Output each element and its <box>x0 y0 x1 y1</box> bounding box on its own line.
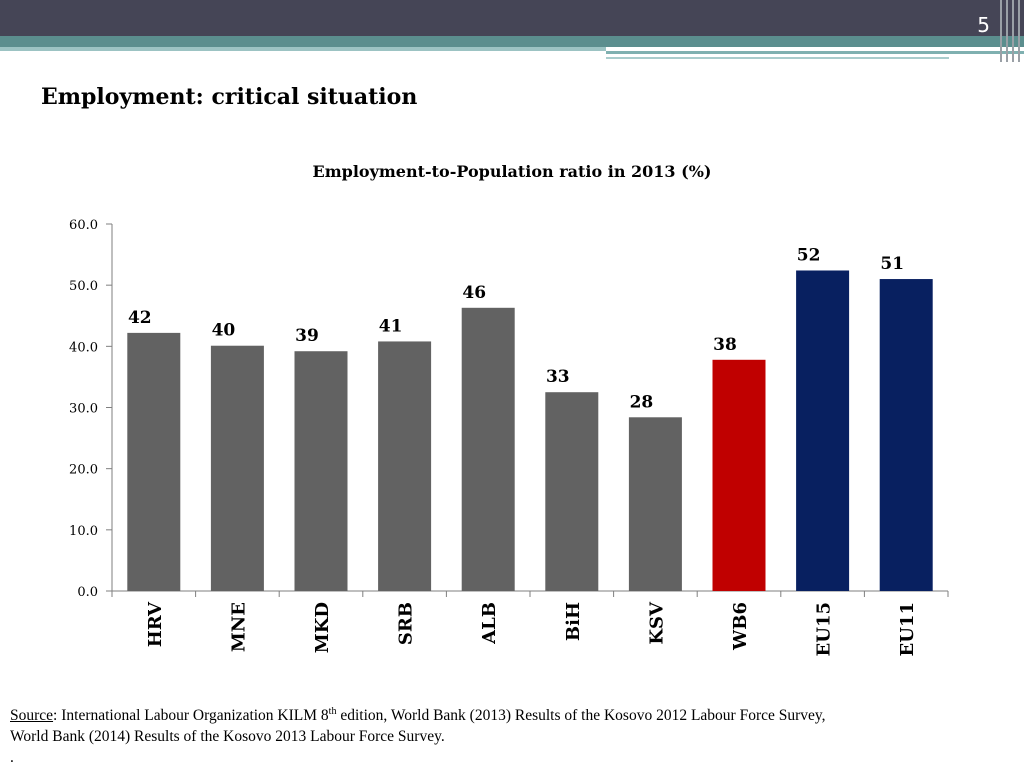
y-tick-label: 50.0 <box>69 279 98 294</box>
category-label-mne: MNE <box>228 602 249 652</box>
source-note: Source: International Labour Organizatio… <box>10 705 1010 768</box>
value-label-srb: 41 <box>379 316 403 336</box>
header-accent-band <box>0 36 1024 47</box>
bar-bih <box>545 392 599 591</box>
y-tick-label: 40.0 <box>69 340 98 355</box>
bar-eu11 <box>879 279 933 591</box>
bar-srb <box>378 341 432 591</box>
y-tick-label: 0.0 <box>77 585 98 600</box>
bar-eu15 <box>796 270 850 591</box>
y-tick-label: 10.0 <box>69 524 98 539</box>
header-bar <box>0 0 1024 36</box>
bar-chart: Employment-to-Population ratio in 2013 (… <box>69 162 949 656</box>
category-label-eu11: EU11 <box>897 602 918 656</box>
category-label-wb6: WB6 <box>730 602 751 651</box>
category-label-srb: SRB <box>396 602 417 645</box>
category-label-alb: ALB <box>479 602 500 645</box>
y-tick-label: 30.0 <box>69 402 98 417</box>
decorative-vertical-lines <box>994 0 1024 70</box>
bar-mne <box>210 345 264 591</box>
bar-alb <box>461 307 515 591</box>
category-label-hrv: HRV <box>145 601 166 647</box>
category-label-eu15: EU15 <box>814 602 835 656</box>
y-tick-label: 60.0 <box>69 218 98 233</box>
source-label: Source <box>10 707 54 724</box>
header-accent-line-thin <box>606 57 949 59</box>
header-accent-stripe <box>0 47 606 51</box>
category-label-bih: BiH <box>563 602 584 641</box>
bar-wb6 <box>712 359 766 591</box>
bar-ksv <box>628 417 682 591</box>
value-label-mkd: 39 <box>295 326 319 346</box>
chart-title: Employment-to-Population ratio in 2013 (… <box>313 162 712 181</box>
bar-hrv <box>127 332 181 591</box>
value-label-eu11: 51 <box>880 254 904 274</box>
chart-bars: 42 HRV 40 MNE 39 MKD 41 SRB 46 ALB 33 BiH 28 KSV 38 WB6… <box>127 245 933 656</box>
value-label-ksv: 28 <box>630 392 654 412</box>
source-text-2: edition, World Bank (2013) Results of th… <box>336 707 826 724</box>
bar-mkd <box>294 351 348 591</box>
chart-axes: 0.0 10.0 20.0 30.0 40.0 50.0 60.0 <box>69 218 949 600</box>
y-tick-label: 20.0 <box>69 463 98 478</box>
header-accent-line <box>606 51 1024 54</box>
value-label-wb6: 38 <box>713 335 737 355</box>
category-label-ksv: KSV <box>646 601 667 645</box>
value-label-mne: 40 <box>212 321 236 341</box>
value-label-eu15: 52 <box>797 245 821 265</box>
source-superscript: th <box>328 705 337 717</box>
source-text-line2: World Bank (2014) Results of the Kosovo … <box>10 728 445 745</box>
value-label-hrv: 42 <box>128 308 152 328</box>
category-label-mkd: MKD <box>312 602 333 653</box>
slide-number: 5 <box>977 13 990 37</box>
source-text-1: : International Labour Organization KILM… <box>53 707 329 724</box>
value-label-alb: 46 <box>462 283 486 303</box>
source-text-line3: . <box>10 749 14 766</box>
value-label-bih: 33 <box>546 367 570 387</box>
slide-title: Employment: critical situation <box>41 84 418 110</box>
